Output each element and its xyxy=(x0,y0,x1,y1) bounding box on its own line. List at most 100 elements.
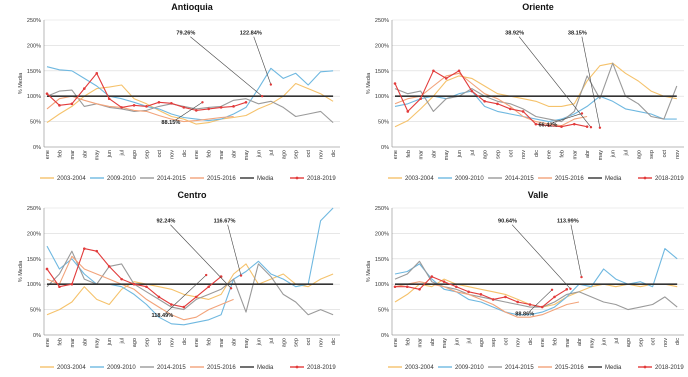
legend-label: 2018-2019 xyxy=(307,176,336,182)
x-tick-label: abr xyxy=(577,338,583,346)
x-tick-label: sep xyxy=(144,150,150,159)
y-tick-label: 150% xyxy=(375,69,389,75)
x-tick-label: may xyxy=(95,150,101,161)
annotation-point xyxy=(269,83,273,86)
y-tick-label: 0% xyxy=(381,145,389,151)
x-tick-label: ene xyxy=(393,150,399,159)
legend-marker xyxy=(643,365,647,369)
y-tick-label: 0% xyxy=(33,145,41,151)
series-point-2018-2019 xyxy=(145,105,148,108)
x-tick-label: mar xyxy=(219,150,225,160)
series-line-2018-2019 xyxy=(394,70,588,128)
series-point-2018-2019 xyxy=(83,87,86,90)
x-tick-label: dic xyxy=(182,150,188,157)
x-tick-label: jun xyxy=(256,150,262,158)
annotation-point xyxy=(580,112,584,115)
x-tick-label: jul xyxy=(120,150,126,157)
x-tick-label: dic xyxy=(331,150,337,157)
x-tick-label: may xyxy=(95,338,101,349)
series-point-2018-2019 xyxy=(540,305,544,309)
legend-label: 2009-2010 xyxy=(455,365,484,371)
x-tick-label: ene xyxy=(45,338,51,347)
x-tick-label: mar xyxy=(219,338,225,348)
x-tick-label: jul xyxy=(269,150,275,157)
series-line-2009-2010 xyxy=(394,90,677,123)
x-tick-label: nov xyxy=(516,338,522,347)
y-axis-label: % Media xyxy=(366,72,372,94)
series-point-2018-2019 xyxy=(585,125,589,128)
annotation-leader xyxy=(190,36,263,97)
y-tick-label: 100% xyxy=(27,282,41,288)
x-tick-label: may xyxy=(244,150,250,161)
annotation-point xyxy=(260,95,264,98)
x-tick-label: feb xyxy=(57,338,63,346)
x-tick-label: dic xyxy=(331,338,337,345)
x-tick-label: oct xyxy=(651,338,657,346)
x-tick-label: mar xyxy=(565,338,571,348)
legend-label: 2018-2019 xyxy=(655,176,684,182)
legend-label: 2014-2015 xyxy=(505,365,534,371)
series-point-2018-2019 xyxy=(182,106,186,109)
series-line-2014-2015 xyxy=(394,62,678,123)
y-tick-label: 250% xyxy=(375,206,389,212)
x-tick-label: ago xyxy=(132,338,138,347)
y-tick-label: 50% xyxy=(378,120,389,126)
y-axis-label: % Media xyxy=(18,260,24,282)
x-tick-label: nov xyxy=(675,150,681,159)
chart-title: Oriente xyxy=(522,2,554,12)
legend-label: 2015-2016 xyxy=(207,176,236,182)
x-tick-label: nov xyxy=(663,338,669,347)
chart-title: Valle xyxy=(528,190,549,200)
annotation-point xyxy=(239,274,243,277)
series-point-2018-2019 xyxy=(442,280,446,283)
series-point-2018-2019 xyxy=(521,110,525,113)
x-tick-label: nov xyxy=(319,338,325,347)
legend-label: 2009-2010 xyxy=(455,176,484,182)
series-line-2009-2010 xyxy=(46,207,334,326)
y-tick-label: 0% xyxy=(381,333,389,339)
x-tick-label: jul xyxy=(614,338,620,345)
x-tick-label: mar xyxy=(70,150,76,160)
x-tick-label: mar xyxy=(572,150,578,160)
annotation-point xyxy=(550,288,554,291)
series-line-2015-2016 xyxy=(394,72,588,127)
x-tick-label: feb xyxy=(552,338,558,346)
x-tick-label: ene xyxy=(194,150,200,159)
chart-panel-valle: Valle 0% 50% 100% 150% 200% 250%% Media ene feb m… xyxy=(344,188,688,376)
chart-panel-oriente: Oriente 0% 50% 100% 150% 200% 250%% Media ene fe… xyxy=(344,0,688,188)
series-point-2018-2019 xyxy=(170,303,173,306)
series-point-2018-2019 xyxy=(393,82,397,85)
annotation-label: 90.64% xyxy=(498,219,517,225)
annotation-label: 66.42% xyxy=(538,123,557,129)
legend-label: 2009-2010 xyxy=(107,176,136,182)
annotation-leader xyxy=(165,274,207,314)
x-tick-label: oct xyxy=(306,150,312,158)
legend-label: Media xyxy=(257,176,274,182)
series-point-2018-2019 xyxy=(572,122,576,126)
x-tick-label: dic xyxy=(675,338,681,345)
y-axis-label: % Media xyxy=(366,260,372,282)
series-point-2018-2019 xyxy=(107,97,111,101)
series-line-2009-2010 xyxy=(46,66,334,122)
legend-label: 2003-2004 xyxy=(57,365,86,371)
x-tick-label: abr xyxy=(232,338,238,346)
chart-antioquia: Antioquia 0% 50% 100% 150% 200% 250% % Media ene… xyxy=(18,2,340,182)
x-tick-label: ago xyxy=(132,150,138,159)
series-point-2018-2019 xyxy=(45,267,49,271)
x-tick-label: ago xyxy=(281,338,287,347)
x-tick-label: abr xyxy=(431,150,437,158)
series-point-2018-2019 xyxy=(430,275,434,278)
x-tick-label: may xyxy=(244,338,250,349)
x-tick-label: sep xyxy=(638,338,644,347)
y-tick-label: 50% xyxy=(30,120,41,126)
x-tick-label: abr xyxy=(585,150,591,158)
x-tick-label: sep xyxy=(294,150,300,159)
x-tick-label: ene xyxy=(194,338,200,347)
x-tick-label: jun xyxy=(602,338,608,346)
series-point-2018-2019 xyxy=(170,102,173,105)
series-point-2018-2019 xyxy=(107,265,111,268)
x-tick-label: jul xyxy=(470,150,476,157)
x-tick-label: ene xyxy=(393,338,399,347)
